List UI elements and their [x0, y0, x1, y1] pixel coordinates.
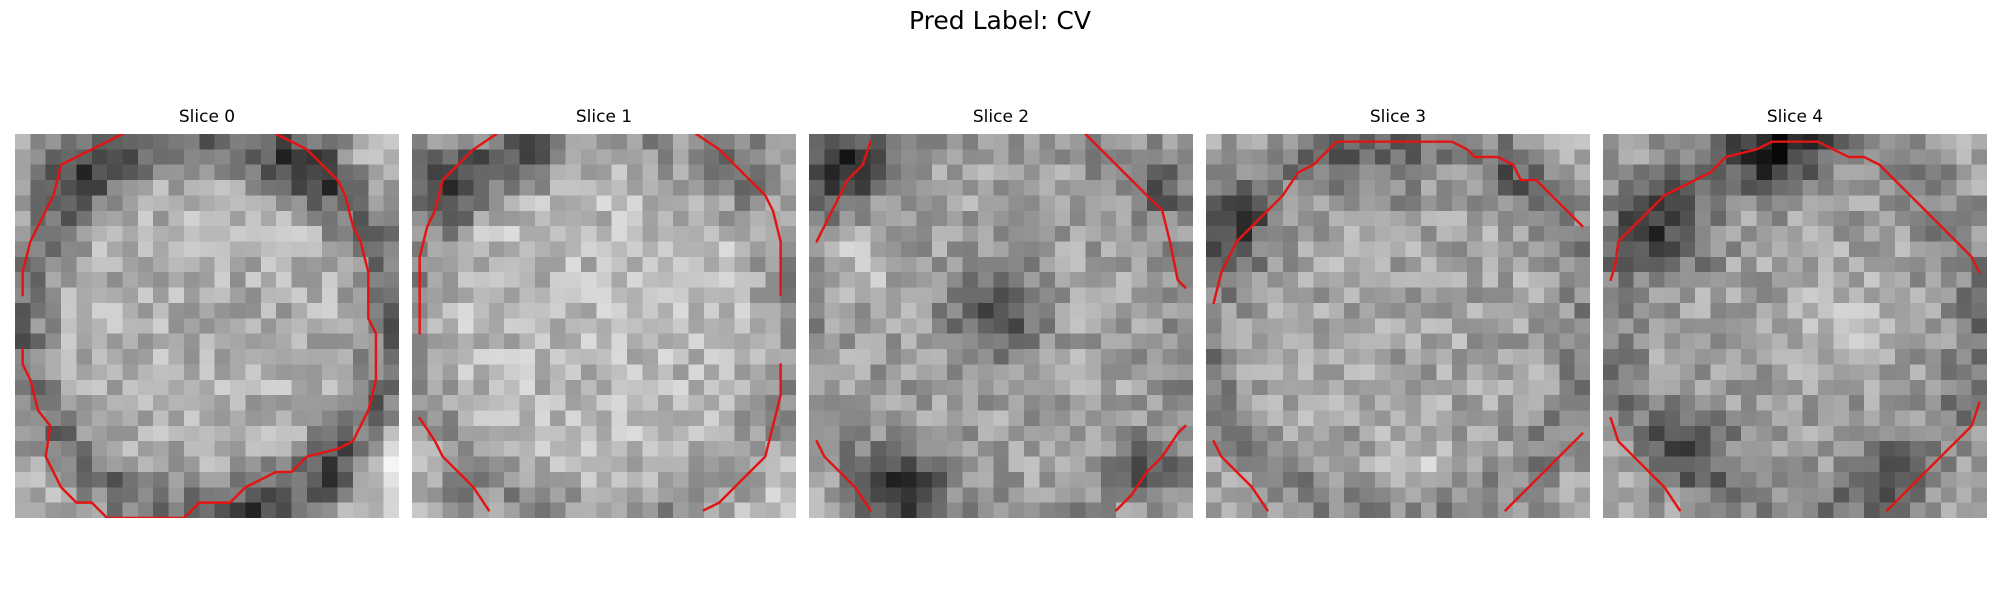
contour-segment-4-2 — [1885, 401, 1981, 512]
slice-panel-3: Slice 3 — [1206, 104, 1590, 518]
slice-image-2 — [809, 134, 1193, 518]
slice-image-3 — [1206, 134, 1590, 518]
slice-panel-2: Slice 2 — [809, 104, 1193, 518]
slice-panel-0: Slice 0 — [15, 104, 399, 518]
slice-title-1: Slice 1 — [575, 107, 633, 127]
slice-image-1 — [412, 134, 796, 518]
contour-segment-2-2 — [815, 439, 872, 512]
contour-segment-3-2 — [1504, 432, 1584, 512]
slice-title-2: Slice 2 — [972, 107, 1030, 127]
contour-segment-4-1 — [1609, 416, 1682, 512]
slice-panel-1: Slice 1 — [412, 104, 796, 518]
slice-title-0: Slice 0 — [178, 107, 236, 127]
contour-segment-2-0 — [815, 140, 872, 243]
slice-image-4 — [1603, 134, 1987, 518]
contour-segment-2-1 — [1084, 134, 1187, 289]
slice-panel-4: Slice 4 — [1603, 104, 1987, 518]
contour-segment-2-3 — [1114, 424, 1187, 512]
contour-segment-4-0 — [1609, 140, 1981, 282]
contour-segment-0-1 — [21, 134, 378, 518]
slice-title-3: Slice 3 — [1369, 107, 1427, 127]
contour-segment-1-3 — [702, 363, 782, 512]
contour-segment-3-1 — [1212, 439, 1269, 512]
contour-segment-1-0 — [418, 134, 498, 335]
figure-title: Pred Label: CV — [909, 6, 1091, 35]
contour-segment-3-0 — [1212, 140, 1584, 305]
slice-title-4: Slice 4 — [1766, 107, 1824, 127]
contour-segment-1-2 — [418, 416, 491, 512]
contour-segment-0-0 — [21, 134, 124, 297]
contour-segment-1-1 — [694, 134, 782, 297]
slice-image-0 — [15, 134, 399, 518]
